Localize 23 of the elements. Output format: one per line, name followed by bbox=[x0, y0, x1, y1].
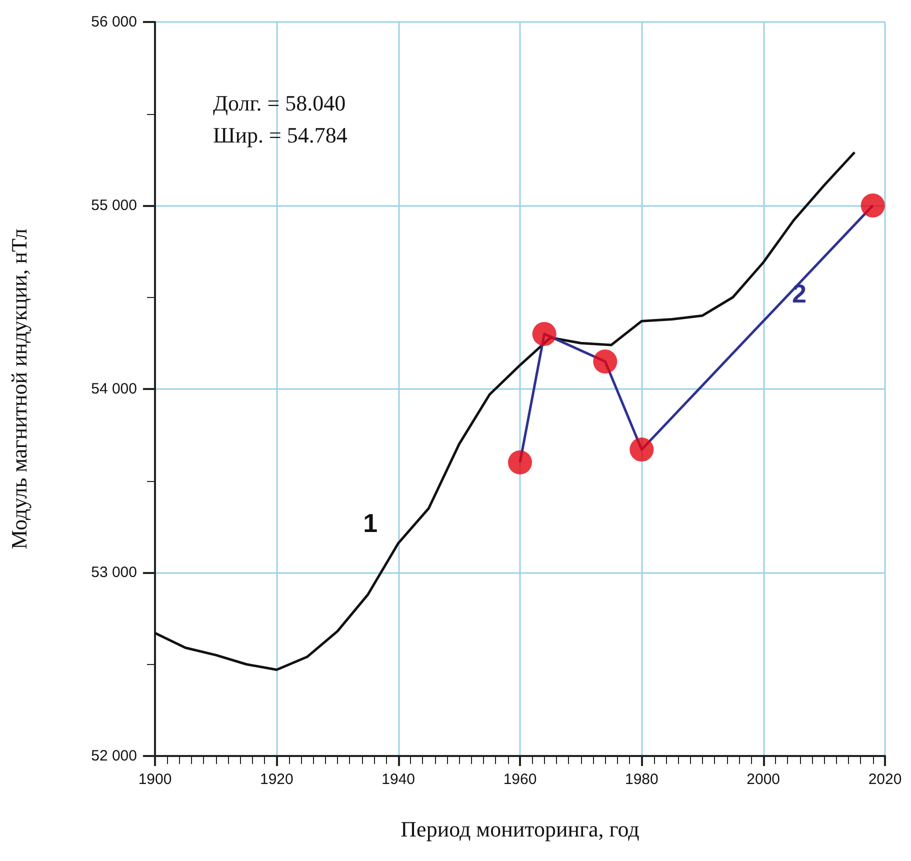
annotation: Долг. = 58.040 bbox=[213, 90, 346, 116]
y-axis-title: Модуль магнитной индукции, нТл bbox=[6, 228, 32, 550]
x-tick-label: 1960 bbox=[503, 771, 537, 788]
x-tick-label: 2000 bbox=[746, 771, 780, 788]
y-tick-label: 55 000 bbox=[91, 197, 137, 214]
x-tick-label: 1940 bbox=[382, 771, 416, 788]
line-series bbox=[154, 151, 856, 672]
x-axis-title: Период мониторинга, год bbox=[400, 816, 640, 842]
x-tick-label: 1980 bbox=[624, 771, 658, 788]
series-label: 1 bbox=[363, 508, 378, 538]
point bbox=[860, 194, 885, 218]
y-tick-label: 54 000 bbox=[91, 380, 137, 398]
y-tick-label: 52 000 bbox=[91, 748, 137, 764]
x-tick-label: 1920 bbox=[260, 771, 294, 788]
x-tick-label: 2020 bbox=[868, 771, 902, 788]
annotation: Шир. = 54.784 bbox=[213, 122, 348, 148]
point bbox=[508, 450, 532, 474]
point bbox=[630, 438, 654, 462]
point bbox=[593, 349, 618, 374]
point bbox=[532, 322, 556, 346]
y-tick-label: 56 000 bbox=[91, 14, 137, 30]
y-tick-label: 53 000 bbox=[91, 564, 137, 581]
x-tick-label: 1900 bbox=[138, 771, 172, 788]
